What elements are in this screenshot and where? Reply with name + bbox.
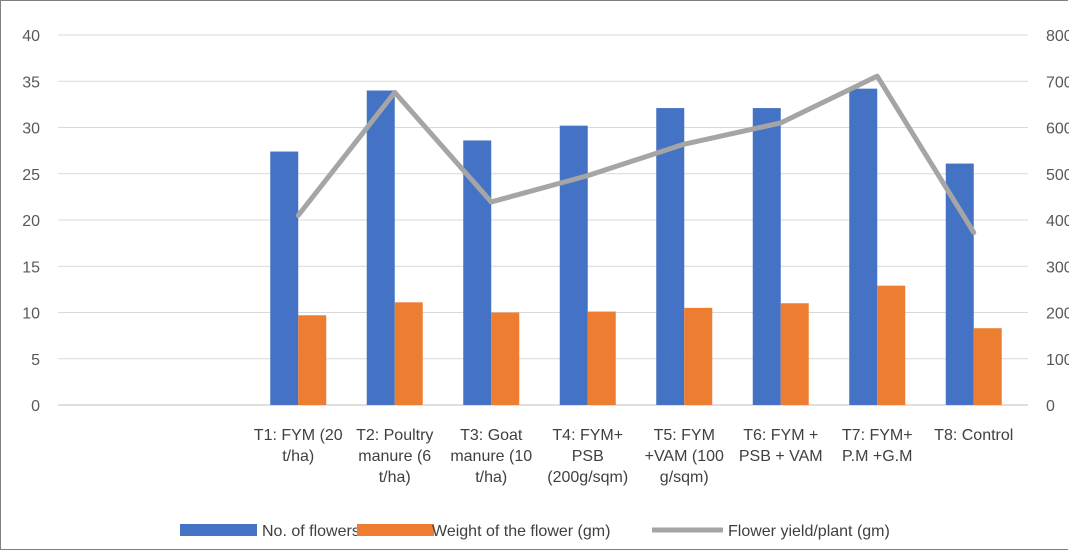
y2-tick-label: 200: [1046, 306, 1069, 323]
gridlines: [58, 34, 1028, 406]
category-label: T7: FYM+ P.M +G.M: [842, 427, 913, 465]
y2-tick-label: 600: [1046, 121, 1069, 138]
bar-weight: [298, 315, 327, 405]
legend-label: Weight of the flower (gm): [432, 523, 610, 540]
y-tick-label: 10: [22, 306, 40, 323]
bar-weight: [877, 285, 906, 405]
category-label: T4: FYM+ PSB (200g/sqm): [547, 427, 628, 486]
bar-weight: [491, 312, 520, 405]
bar-series: [270, 88, 1002, 406]
y2-tick-label: 800: [1046, 28, 1069, 45]
bar-weight: [973, 328, 1002, 405]
bar-flowers: [463, 140, 492, 405]
legend-swatch: [357, 524, 434, 536]
y2-tick-label: 0: [1046, 398, 1055, 415]
category-label: T8: Control: [934, 427, 1013, 444]
category-label: T5: FYM +VAM (100 g/sqm): [645, 427, 724, 486]
bar-flowers: [849, 88, 878, 406]
line-series: [295, 73, 977, 235]
bar-weight: [587, 311, 616, 405]
bar-flowers: [270, 151, 299, 405]
bar-weight: [780, 303, 809, 405]
y2-tick-label: 300: [1046, 259, 1069, 276]
legend-label: Flower yield/plant (gm): [728, 523, 890, 540]
bar-weight: [394, 302, 423, 405]
y-tick-label: 35: [22, 74, 40, 91]
legend-label: No. of flowers: [262, 523, 360, 540]
category-label: T6: FYM + PSB + VAM: [739, 427, 823, 465]
legend: No. of flowers Weight of the flower (gm) F…: [180, 523, 890, 540]
y-tick-label: 15: [22, 259, 40, 276]
y-tick-label: 25: [22, 167, 40, 184]
category-label: T3: Goat manure (10 t/ha): [450, 427, 532, 486]
y-tick-label: 0: [31, 398, 40, 415]
y-tick-label: 5: [31, 352, 40, 369]
right-axis-ticks: 0 100 200 300 400 500 600 700 800: [1046, 28, 1069, 415]
y-tick-label: 30: [22, 121, 40, 138]
category-label: T2: Poultry manure (6 t/ha): [356, 427, 433, 486]
y-tick-label: 20: [22, 213, 40, 230]
bar-flowers: [752, 108, 781, 405]
bar-flowers: [656, 108, 685, 405]
bar-flowers: [366, 90, 395, 405]
category-label: T1: FYM (20 t/ha): [254, 427, 343, 465]
bar-flowers: [559, 125, 588, 406]
y2-tick-label: 700: [1046, 74, 1069, 91]
line-yield: [295, 73, 977, 235]
y-tick-label: 40: [22, 28, 40, 45]
category-labels: T1: FYM (20 t/ha) T2: Poultry manure (6 t/ha…: [254, 427, 1014, 486]
legend-swatch: [180, 524, 257, 536]
y2-tick-label: 400: [1046, 213, 1069, 230]
y2-tick-label: 500: [1046, 167, 1069, 184]
bar-flowers: [945, 163, 974, 405]
y2-tick-label: 100: [1046, 352, 1069, 369]
bar-weight: [684, 307, 713, 405]
left-axis-ticks: 0 5 10 15 20 25 30 35 40: [22, 28, 40, 415]
